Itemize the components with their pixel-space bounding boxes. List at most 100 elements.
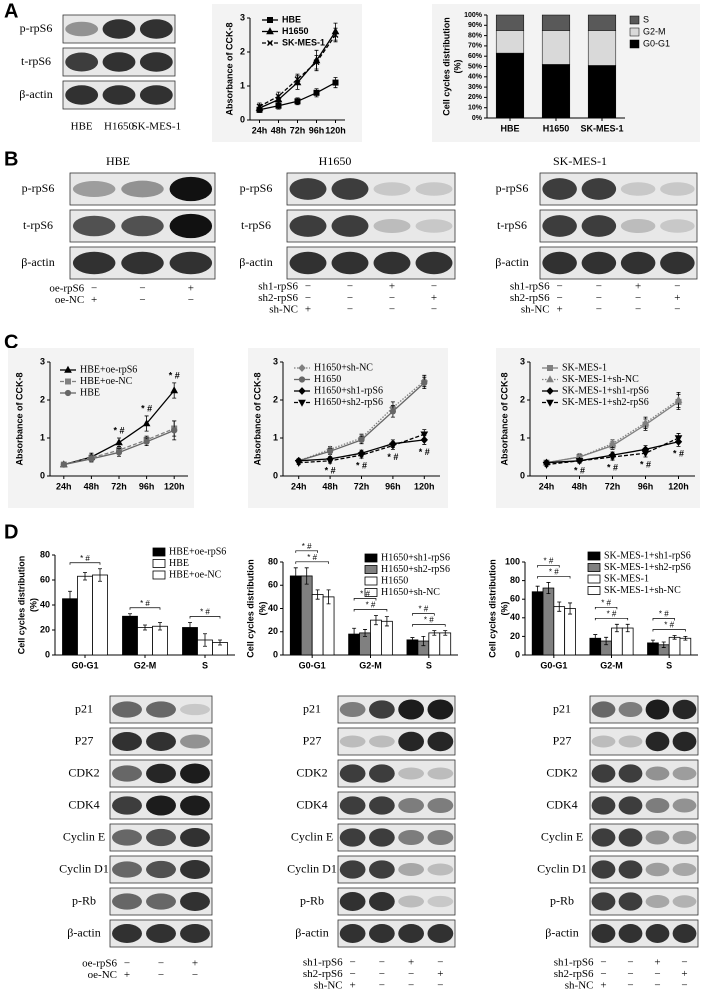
blot-band [102,52,136,72]
blot-band [72,251,116,275]
blot-row-label: p21 [75,701,93,715]
significance-bracket [69,562,101,565]
blot-band [427,863,454,876]
marker [389,408,396,415]
blot-band [427,829,454,846]
blot-band [369,860,395,879]
blot-band [660,219,695,233]
x-tick-label: 96h [385,481,401,491]
blot-band [672,863,697,876]
bar [668,636,681,656]
chart-background [8,348,194,508]
blot-band [415,251,453,275]
chart-background [212,4,362,142]
blot-band [339,860,366,879]
legend-label: HBE [169,558,189,569]
blot-band [618,892,643,911]
y-tick-label: 80% [468,32,483,39]
blot-band [672,895,697,908]
marker [674,435,683,443]
marker [275,93,282,100]
error-bar [410,637,415,643]
treatment-sign: + [431,292,437,304]
blot-band [581,178,617,200]
blot-band [180,924,210,943]
blot-band [591,828,616,847]
blot-band [618,828,643,847]
bar [77,575,93,656]
treatment-sign: − [627,968,633,980]
significance-label: * # [418,605,428,614]
blot-band [369,828,395,847]
blot-band [427,924,454,943]
error-bar [304,567,309,585]
blot-row-label: β-actin [295,925,328,939]
x-tick-label: 96h [638,481,654,491]
treatment-sign: − [347,292,353,304]
significance-label: * # [574,465,585,475]
y-tick-label: 0 [40,470,45,480]
blot-band [591,924,616,943]
treatment-sign: + [389,281,395,293]
blot-row-label: p-Rb [72,893,96,907]
legend-label: H1650 [282,26,309,36]
bar [152,625,168,656]
lane-label: H1650 [104,121,134,133]
error-bar [83,572,87,581]
y-tick-label: 80 [40,549,50,559]
significance-label: * # [356,461,367,471]
marker [65,378,71,385]
x-tick-label: G0-G1 [540,660,567,670]
treatment-label: sh2-rpS6 [303,968,343,980]
blot-band [180,828,210,847]
legend-swatch [364,588,378,597]
treatment-sign: − [347,304,353,316]
treatment-sign: − [654,980,660,992]
marker [115,449,123,456]
treatment-sign: + [635,281,641,293]
blot-band [398,863,424,876]
significance-bracket [353,598,377,601]
error-bar [315,589,320,600]
significance-label: * # [366,601,376,610]
blot-row-label: p-Rb [300,893,324,907]
bar [137,627,153,656]
x-tick-label: 24h [539,481,555,491]
significance-label: * # [424,616,434,625]
blot-band [415,182,453,196]
marker [608,454,617,462]
blot-band [427,767,454,780]
blot-band [618,796,643,815]
legend-label: H1650+sh-NC [314,362,373,373]
y-tick-label: 2 [273,394,278,404]
blot-row-label: CDK4 [296,797,327,811]
treatment-sign: − [596,281,602,293]
significance-label: * # [307,553,317,562]
lane-label: HBE [71,121,93,133]
legend-swatch [629,15,640,25]
blot-band [339,828,366,847]
treatment-label: sh-NC [314,980,343,992]
error-bar [568,602,573,615]
blot-band [289,215,327,237]
y-tick-label: 2 [520,394,525,404]
y-tick-label: 0 [273,649,278,659]
y-axis-label: Cell cycles distribution [487,559,497,658]
legend-swatch [364,576,378,586]
legend-label: S [643,14,649,24]
treatment-sign: − [596,292,602,304]
blot-band [169,251,213,275]
blot-band [645,797,670,814]
significance-label: * # [169,370,180,380]
error-bar [326,589,331,605]
blot-row-label: p-Rb [550,893,574,907]
treatment-sign: − [557,292,563,304]
x-tick-label: 48h [572,481,588,491]
treatment-sign: + [124,969,130,981]
treatment-sign: − [379,957,385,969]
significance-bracket [412,624,446,627]
bar [531,591,544,656]
blot-band [180,892,210,911]
treatment-sign: − [431,281,437,293]
marker [389,442,397,450]
